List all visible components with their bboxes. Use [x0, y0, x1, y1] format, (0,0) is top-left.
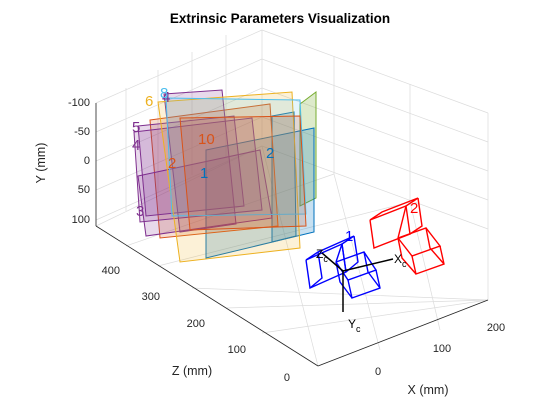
camera-edge — [363, 251, 381, 289]
camera-edge — [335, 243, 343, 263]
camera-edge — [341, 243, 347, 273]
board-5 — [137, 115, 245, 217]
grid-lines — [95, 29, 489, 367]
camera-edge — [397, 205, 407, 239]
y-axis-label: Y (mm) — [34, 143, 48, 184]
y-tick-label: -100 — [68, 97, 90, 109]
boards — [133, 89, 317, 263]
y-tick-label: 100 — [72, 214, 90, 226]
camera-y-axis-label: Yc — [348, 317, 361, 334]
z-tick-label: 300 — [142, 291, 160, 303]
board-8 — [165, 97, 307, 217]
board-label: 3 — [136, 203, 144, 220]
camera-x-axis — [342, 258, 394, 272]
camera-x-axis-label: Xc — [394, 252, 407, 269]
camera-label: 1 — [345, 228, 353, 245]
y-ticks: -100 -50 0 50 100 — [68, 97, 90, 226]
board-label: 1 — [200, 165, 208, 182]
board-6 — [157, 91, 301, 263]
board-4 — [133, 117, 263, 223]
camera-edge — [305, 235, 355, 261]
board-4 — [163, 89, 237, 233]
camera-2: 2 — [369, 197, 445, 275]
y-tick-label: 0 — [84, 155, 90, 167]
board-label: 8 — [160, 85, 168, 102]
board-label: 4 — [132, 137, 140, 154]
board-label: 2 — [266, 145, 274, 162]
y-tick-label: -50 — [74, 126, 90, 138]
board-label: 10 — [198, 131, 215, 148]
x-axis-label: X (mm) — [408, 383, 449, 397]
camera-edge — [397, 237, 417, 275]
camera-edge — [409, 197, 423, 235]
camera-label: 2 — [410, 200, 418, 217]
z-tick-label: 200 — [187, 318, 205, 330]
z-ticks: 400 300 200 100 0 — [102, 265, 290, 384]
camera-edge — [411, 245, 445, 275]
x-tick-label: 0 — [375, 366, 381, 378]
y-tick-label: 50 — [78, 184, 90, 196]
camera-1: 1 — [305, 228, 381, 299]
board-2 — [271, 111, 297, 243]
z-axis-label: Z (mm) — [172, 364, 212, 378]
camera-edge — [335, 261, 353, 299]
board-10 — [179, 115, 307, 231]
camera-axes: Xc Yc Zc — [316, 247, 407, 334]
z-tick-label: 100 — [228, 344, 246, 356]
board-label: 4 — [162, 89, 170, 106]
camera-edge — [309, 251, 323, 289]
z-tick-label: 400 — [102, 265, 120, 277]
cameras: 12 — [305, 197, 445, 299]
x-ticks: 0 100 200 — [375, 322, 505, 378]
camera-z-axis — [321, 252, 344, 272]
board-label: 6 — [145, 93, 153, 110]
camera-edge — [347, 269, 381, 299]
camera-z-axis-label: Zc — [316, 247, 328, 264]
x-tick-label: 100 — [433, 343, 451, 355]
chart-title: Extrinsic Parameters Visualization — [170, 11, 390, 26]
axis-frame — [95, 103, 489, 367]
x-tick-label: 200 — [487, 322, 505, 334]
board-label: 2 — [168, 155, 176, 172]
board-label: 5 — [132, 119, 140, 136]
z-tick-label: 0 — [284, 372, 290, 384]
camera-edge — [425, 227, 445, 265]
camera-edge — [369, 197, 419, 221]
